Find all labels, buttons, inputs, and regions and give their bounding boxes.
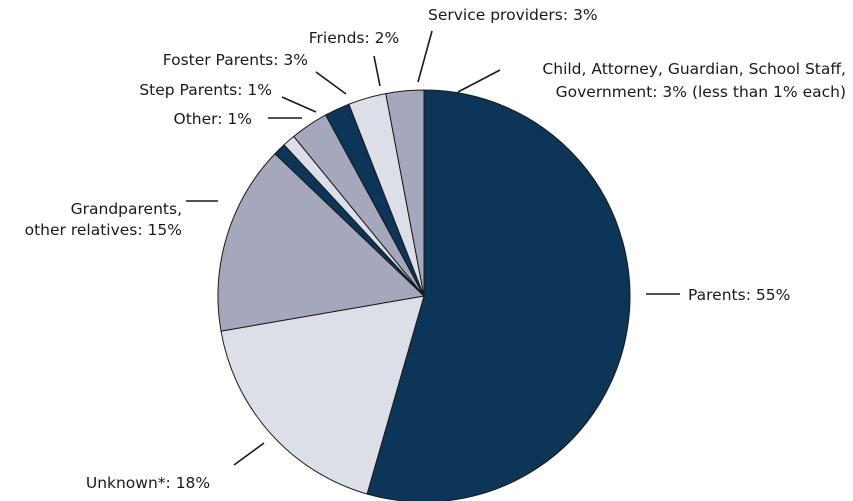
slice-label-step-parents: Step Parents: 1%: [139, 81, 272, 99]
slice-label-parents: Parents: 55%: [688, 286, 790, 304]
slice-label-grandparents-other-relatives-line-1: Grandparents,: [71, 200, 182, 218]
leader-line-child-attorney-guardian-school-staff-government: [457, 69, 501, 93]
slice-label-foster-parents: Foster Parents: 3%: [163, 51, 308, 69]
leader-line-service-providers: [417, 30, 433, 83]
slice-label-child-attorney-guardian-school-staff-government-line-2: Government: 3% (less than 1% each): [556, 83, 846, 101]
pie-slice-grandparents-other-relatives: [217, 153, 425, 332]
leader-line-unknown: [233, 442, 265, 466]
leader-line-foster-parents: [315, 71, 347, 95]
pie-slices: [217, 89, 631, 501]
slice-label-grandparents-other-relatives-line-2: other relatives: 15%: [25, 221, 182, 239]
pie-slice-unknown: [220, 295, 425, 495]
slice-label-unknown: Unknown*: 18%: [86, 474, 210, 492]
slice-label-service-providers: Service providers: 3%: [428, 6, 598, 24]
slice-label-other: Other: 1%: [174, 110, 252, 128]
leader-lines: [186, 30, 680, 466]
leader-line-step-parents: [281, 96, 317, 113]
pie-slice-child-attorney-guardian-school-staff-government: [385, 89, 425, 297]
slice-labels: Parents: 55% Unknown*: 18% Grandparents, ot…: [25, 6, 846, 492]
slice-label-friends: Friends: 2%: [309, 29, 399, 47]
leader-line-friends: [373, 55, 381, 87]
pie-slice-parents: [366, 89, 631, 501]
slice-label-child-attorney-guardian-school-staff-government-line-1: Child, Attorney, Guardian, School Staff,: [542, 60, 846, 78]
